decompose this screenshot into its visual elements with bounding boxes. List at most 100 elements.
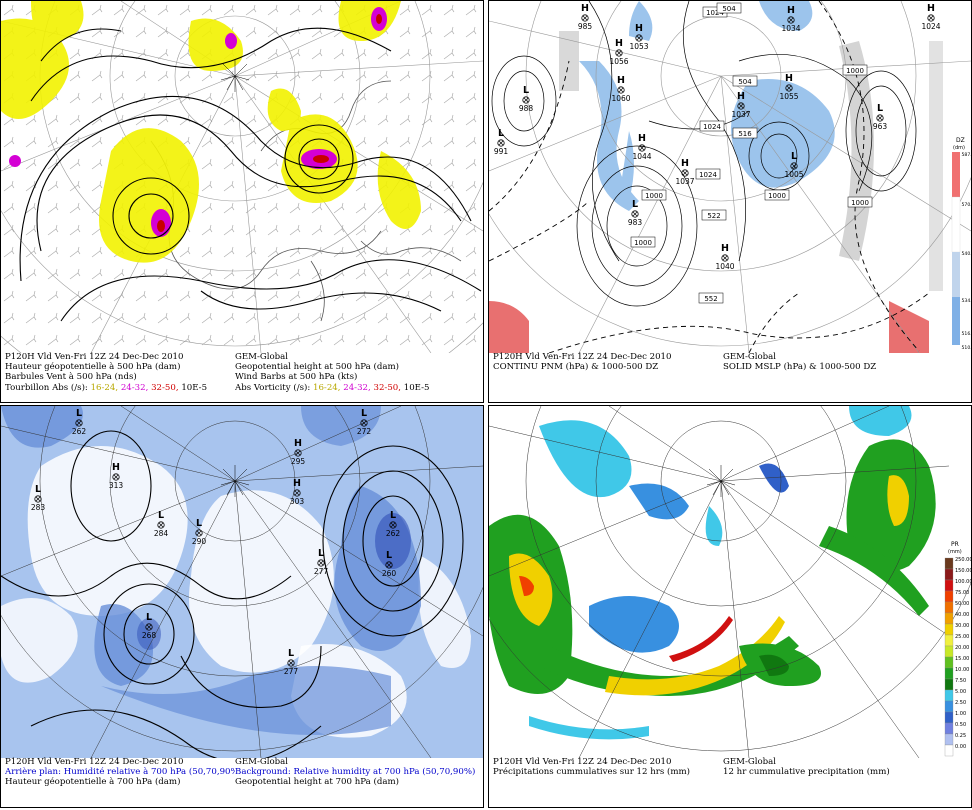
colorbar-tick: 516.00: [962, 331, 972, 337]
low-center: L 262: [72, 408, 87, 436]
colorbar-bin: [944, 711, 954, 724]
low-center: L 991: [494, 128, 509, 156]
isobar-label: 522: [701, 209, 727, 221]
pr-colorbar: PR (mm): [948, 541, 962, 555]
high-center: H 1056: [609, 38, 628, 66]
center-value: 1037: [675, 177, 694, 186]
high-center: H 1060: [611, 75, 630, 103]
colorbar-bin: [944, 700, 954, 713]
low-center: L 1005: [784, 151, 803, 179]
center-letter: L: [877, 103, 883, 114]
center-cross: [738, 103, 744, 109]
center-marker: [638, 144, 646, 152]
colorbar-tick: 570.00: [962, 202, 972, 208]
center-cross: [791, 163, 797, 169]
center-cross: [582, 15, 588, 21]
isobars: [491, 1, 917, 307]
colorbar-unit: (mm): [948, 549, 962, 555]
colorbar-bin: [944, 678, 954, 691]
center-letter: H: [615, 38, 623, 49]
caption-valid-time: P120H Vld Ven-Fri 12Z 24 Dec-Dec 2010: [493, 352, 672, 362]
svg-text:1024: 1024: [699, 171, 717, 179]
center-marker: [75, 419, 83, 427]
center-cross: [390, 522, 396, 528]
svg-text:504: 504: [722, 5, 736, 13]
height-centers: L 262 L 272 H 295 L 283 H 313 L 284 L 290 H 303 L 262 L 277…: [31, 408, 401, 676]
center-letter: H: [787, 5, 795, 16]
caption-valid-time: P120H Vld Ven-Fri 12Z 24 Dec-Dec 2010: [5, 352, 184, 362]
center-cross: [786, 85, 792, 91]
caption-en-line: Wind Barbs at 500 hPa (kts): [235, 372, 358, 383]
center-value: 1056: [609, 57, 628, 66]
center-cross: [788, 17, 794, 23]
caption-model: GEM-Global: [235, 757, 289, 767]
center-cross: [618, 87, 624, 93]
colorbar-tick: 100.00: [955, 579, 971, 585]
colorbar-bin: [944, 590, 954, 603]
center-letter: H: [681, 158, 689, 169]
center-cross: [722, 255, 728, 261]
isobar-label: 1000: [842, 64, 868, 76]
pr-colorbar-bins: 250.00 150.00 100.00 75.00 50.00 40.00 30.00 25…: [944, 557, 971, 757]
caption-valid-time: P120H Vld Ven-Fri 12Z 24 Dec-Dec 2010: [5, 757, 184, 767]
colorbar-bin: [944, 656, 954, 669]
vorticity-16-24: [1, 1, 421, 263]
colorbar-bin: [944, 623, 954, 636]
center-cross: [928, 15, 934, 21]
center-value: 1034: [781, 24, 800, 33]
center-letter: L: [35, 484, 41, 495]
low-center: L 268: [142, 612, 157, 640]
center-cross: [295, 450, 301, 456]
center-value: 1024: [921, 22, 940, 31]
colorbar-title: PR: [951, 541, 959, 548]
center-marker: [876, 114, 884, 122]
center-letter: L: [523, 85, 529, 96]
center-letter: H: [112, 462, 120, 473]
center-value: 272: [357, 427, 372, 436]
center-letter: H: [737, 91, 745, 102]
center-letter: H: [293, 478, 301, 489]
panel4-caption: P120H Vld Ven-Fri 12Z 24 Dec-Dec 2010 Pr…: [493, 757, 969, 805]
caption-en-line: Geopotential height at 500 hPa (dam): [235, 362, 399, 373]
center-cross: [35, 496, 41, 502]
center-letter: L: [318, 548, 324, 559]
center-value: 290: [192, 537, 207, 546]
caption-en-vorticity: Abs Vorticity (/s): 16-24, 24-32, 32-50,…: [235, 382, 430, 393]
center-marker: [385, 561, 393, 569]
svg-text:552: 552: [704, 295, 717, 303]
north-pole: [220, 60, 250, 92]
range-magenta: 24-32,: [343, 382, 371, 393]
colorbar-tick: 7.50: [955, 678, 966, 684]
colorbar-bin: [944, 612, 954, 625]
center-marker: [615, 49, 623, 57]
center-marker: [522, 96, 530, 104]
center-value: 313: [109, 481, 124, 490]
colorbar-tick: 20.00: [955, 645, 969, 651]
center-letter: L: [76, 408, 82, 419]
center-letter: L: [288, 648, 294, 659]
height-contours: [19, 27, 482, 322]
isobar-label: 504: [732, 75, 758, 87]
center-marker: [360, 419, 368, 427]
center-cross: [682, 170, 688, 176]
high-center: H 295: [291, 438, 306, 466]
humidity-shading: [1, 406, 483, 758]
center-letter: H: [581, 3, 589, 14]
center-value: 991: [494, 147, 509, 156]
colorbar-bin: [944, 645, 954, 658]
caption-fr-line: CONTINU PNM (hPa) & 1000-500 DZ: [493, 362, 659, 373]
colorbar-tick: 250.00: [955, 557, 971, 563]
colorbar-tick: 0.50: [955, 722, 966, 728]
center-value: 1040: [715, 262, 734, 271]
low-center: L 983: [628, 199, 643, 227]
colorbar-bin: [944, 722, 954, 735]
center-marker: [681, 169, 689, 177]
colorbar-bin: [944, 568, 954, 581]
colorbar-tick: 10.00: [955, 667, 969, 673]
north-pole: [706, 465, 736, 497]
svg-text:522: 522: [707, 212, 720, 220]
colorbar-tick: 15.00: [955, 656, 969, 662]
panel-mslp-thickness: DZ (dm) 587.87 570.00 540.00 534.00 516.00 51…: [488, 0, 972, 403]
colorbar-tick: 50.00: [955, 601, 969, 607]
vorticity-map: [1, 1, 483, 353]
